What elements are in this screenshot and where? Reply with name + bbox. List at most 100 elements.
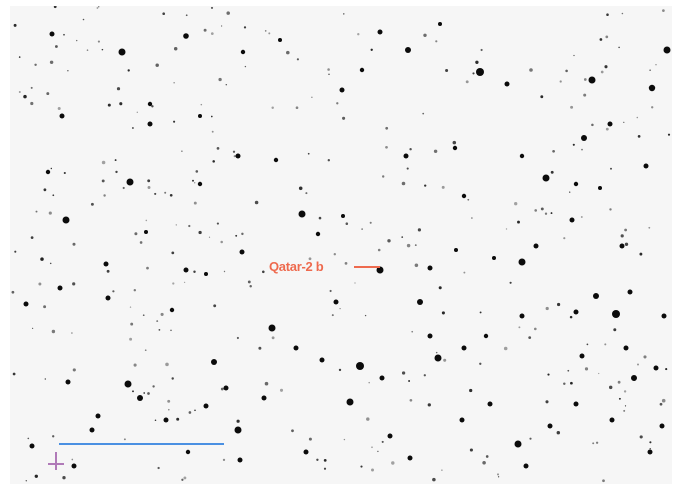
star [533, 243, 539, 249]
star [609, 208, 612, 211]
star [160, 312, 164, 316]
star [573, 309, 579, 315]
star [463, 271, 466, 274]
star [544, 212, 548, 215]
star [454, 248, 458, 252]
star [171, 251, 175, 255]
star [409, 148, 412, 151]
star [368, 381, 370, 384]
star [49, 60, 54, 65]
star [427, 265, 433, 271]
star [271, 336, 275, 340]
star [479, 311, 482, 314]
star [649, 69, 651, 71]
star [401, 236, 404, 238]
star [43, 188, 47, 192]
star [391, 461, 395, 465]
star [604, 343, 607, 346]
star [119, 102, 123, 106]
star [519, 313, 525, 319]
star [152, 385, 155, 388]
star [105, 295, 111, 301]
star [343, 13, 345, 15]
star [639, 252, 643, 256]
star [298, 210, 306, 218]
star [116, 87, 121, 91]
star [236, 336, 239, 340]
star [467, 198, 470, 201]
star [623, 409, 626, 412]
star [582, 135, 584, 137]
star [131, 127, 134, 129]
star [434, 354, 442, 362]
star [479, 362, 482, 365]
star [127, 69, 130, 72]
star [203, 28, 207, 32]
star [211, 130, 214, 133]
star [547, 373, 550, 376]
star [130, 322, 134, 326]
scale-bar [59, 443, 224, 445]
star [514, 202, 518, 206]
star [220, 240, 223, 244]
star [401, 181, 406, 186]
star [435, 40, 438, 43]
star [624, 242, 629, 246]
star [173, 82, 175, 84]
star [519, 153, 525, 159]
star [63, 33, 65, 36]
star [503, 346, 508, 351]
star [387, 239, 391, 243]
star [529, 68, 533, 72]
star [65, 379, 71, 385]
star [225, 83, 228, 86]
star [296, 58, 299, 61]
star [452, 145, 458, 151]
star [401, 371, 406, 375]
star [361, 228, 363, 230]
star [223, 385, 229, 391]
star [72, 368, 76, 372]
star [49, 262, 52, 265]
star [133, 363, 137, 367]
star [101, 179, 105, 183]
star [618, 397, 621, 400]
star [569, 217, 575, 223]
star [661, 313, 667, 319]
star [364, 314, 367, 317]
star [95, 413, 101, 419]
star [188, 224, 191, 228]
star [151, 105, 154, 108]
star [136, 111, 138, 113]
star [469, 388, 473, 393]
star [423, 33, 427, 38]
star [619, 243, 625, 249]
star [608, 385, 613, 390]
star [23, 301, 29, 307]
star [164, 191, 167, 194]
star [318, 216, 322, 220]
star [194, 182, 196, 184]
star [71, 332, 73, 334]
star [86, 49, 89, 51]
star [30, 101, 34, 106]
star [216, 147, 220, 150]
star [345, 222, 349, 225]
star [356, 362, 364, 370]
star [173, 120, 176, 123]
star [417, 299, 423, 305]
star [471, 217, 473, 219]
star [220, 25, 223, 27]
star [485, 455, 489, 458]
star [545, 400, 549, 404]
star [169, 193, 173, 197]
star [472, 72, 475, 75]
star [385, 145, 388, 149]
star [258, 346, 262, 350]
star [612, 310, 620, 318]
compass-cross-icon [48, 452, 64, 470]
star [433, 149, 438, 154]
star [593, 293, 599, 299]
star [13, 23, 17, 27]
star [185, 449, 191, 455]
